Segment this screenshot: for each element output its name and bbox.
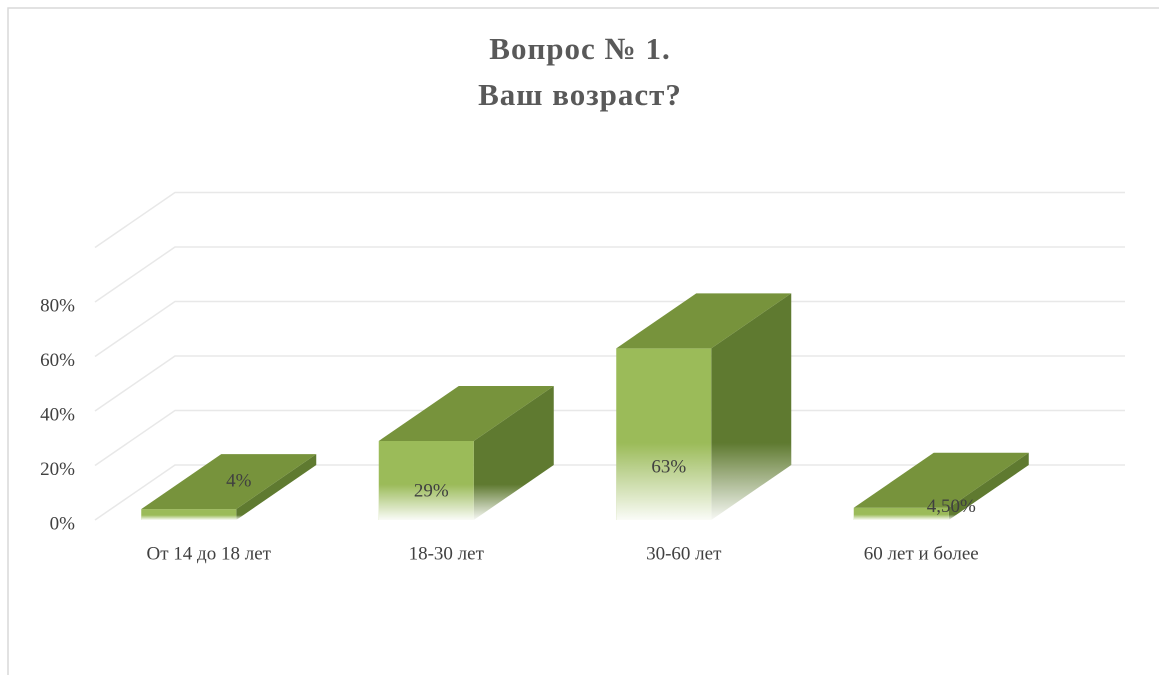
y-tick-label: 40% [40, 404, 75, 425]
grid-line [94, 409, 1125, 467]
bar-fade [616, 348, 792, 520]
grid-line [94, 464, 1125, 521]
chart-title: Вопрос № 1. [489, 31, 670, 66]
bar-top [853, 452, 1029, 508]
grid-line [94, 191, 1125, 249]
data-label: 63% [651, 456, 686, 477]
data-label: 4% [226, 470, 252, 491]
data-label: 29% [414, 480, 449, 501]
grid-line [94, 355, 1125, 412]
bar-side [948, 452, 1029, 520]
y-tick-label: 80% [40, 295, 75, 316]
grid-line [94, 246, 1125, 303]
chart-frame [7, 7, 1159, 675]
bar-fade [141, 509, 317, 520]
bar-top [616, 293, 792, 349]
y-tick-label: 60% [40, 350, 75, 371]
chart-title: Ваш возраст? [478, 77, 682, 112]
y-tick-label: 0% [50, 513, 76, 534]
data-label: 4,50% [927, 496, 976, 517]
bar [378, 385, 554, 520]
x-tick-label: От 14 до 18 лет [147, 543, 272, 564]
x-tick-label: 30-60 лет [646, 543, 722, 564]
bar [616, 293, 792, 520]
bar [853, 452, 1029, 520]
bar-fade [378, 440, 554, 520]
x-tick-label: 60 лет и более [864, 543, 979, 564]
bar [141, 454, 317, 520]
bar-fade [853, 507, 1029, 520]
y-tick-label: 20% [40, 459, 75, 480]
bar-top [378, 385, 554, 441]
grid-line [94, 300, 1125, 358]
x-tick-label: 18-30 лет [409, 543, 485, 564]
bar-top [141, 454, 317, 510]
bar-side [236, 454, 317, 520]
